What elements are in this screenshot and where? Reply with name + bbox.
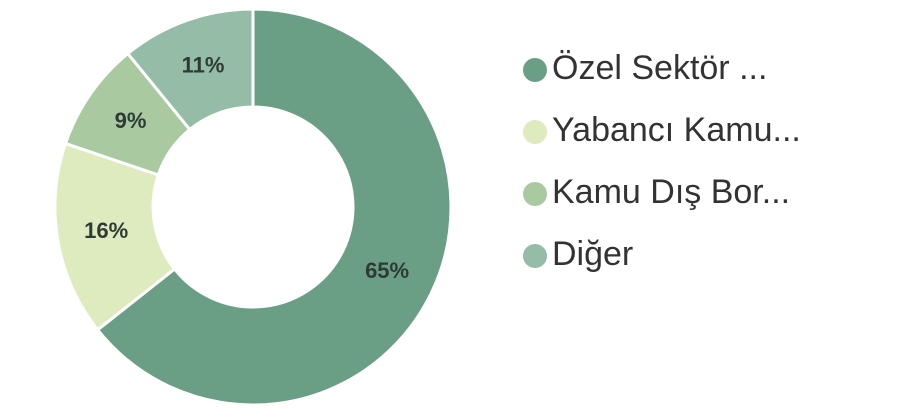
legend-swatch [523,120,547,144]
data-label: 9% [115,108,147,133]
legend-swatch [523,182,547,206]
legend-label: Diğer [552,235,633,273]
legend-swatch [523,58,547,82]
slice [53,141,177,332]
data-label: 11% [182,52,225,77]
slice [125,7,255,132]
data-label: 65% [365,258,409,283]
data-label: 16% [84,218,128,243]
legend-label: Kamu Dış Bor... [552,173,790,211]
legend-label: Yabancı Kamu... [552,111,801,149]
slice [95,7,453,407]
legend-label: Özel Sektör ... [552,49,767,87]
legend-swatch [523,244,547,268]
